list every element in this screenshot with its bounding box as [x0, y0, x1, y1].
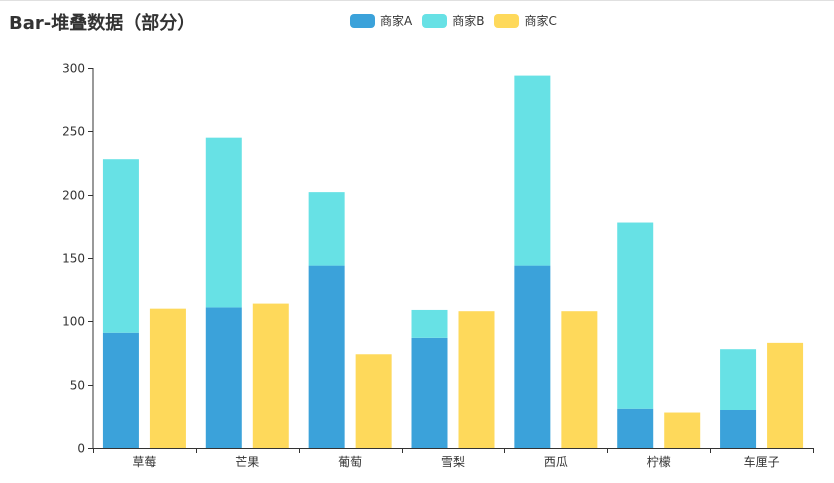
y-tick-label: 0 [77, 442, 85, 456]
bar-商家A-芒果[interactable] [205, 307, 242, 448]
legend-swatch-a [350, 13, 375, 28]
legend: 商家A 商家B 商家C [350, 12, 567, 29]
bar-商家B-车厘子[interactable] [720, 349, 757, 410]
bar-商家B-雪梨[interactable] [411, 309, 448, 338]
legend-swatch-b [422, 13, 448, 28]
bar-商家A-车厘子[interactable] [720, 410, 757, 448]
y-tick-label: 250 [62, 125, 85, 139]
bar-商家B-柠檬[interactable] [617, 222, 654, 409]
bar-商家A-草莓[interactable] [102, 332, 139, 448]
x-axis: 草莓 芒果 葡萄 雪梨 西瓜 柠檬 车厘子 [93, 448, 814, 469]
x-tick-label: 芒果 [235, 454, 259, 469]
y-axis: 0 50 100 150 200 250 300 [62, 62, 94, 456]
y-tick-label: 300 [62, 62, 85, 76]
bar-商家B-葡萄[interactable] [308, 192, 345, 266]
bar-商家A-西瓜[interactable] [514, 265, 551, 448]
x-tick-label: 草莓 [132, 455, 156, 469]
legend-label-c: 商家C [524, 14, 557, 28]
bar-商家B-西瓜[interactable] [514, 75, 551, 266]
y-tick-label: 200 [62, 189, 85, 203]
bar-商家A-柠檬[interactable] [617, 408, 654, 448]
chart-title: Bar-堆叠数据（部分） [9, 13, 196, 34]
x-tick-label: 车厘子 [744, 454, 780, 469]
bar-商家B-草莓[interactable] [102, 159, 139, 333]
x-tick-label: 西瓜 [544, 455, 568, 469]
legend-label-b: 商家B [452, 14, 485, 28]
bar-商家C-芒果[interactable] [252, 303, 289, 448]
bar-商家B-芒果[interactable] [205, 137, 242, 308]
bar-商家C-车厘子[interactable] [767, 342, 804, 448]
bar-商家C-草莓[interactable] [149, 308, 186, 448]
bar-商家C-西瓜[interactable] [561, 311, 598, 448]
bar-商家C-雪梨[interactable] [458, 311, 495, 448]
bar-商家A-葡萄[interactable] [308, 265, 345, 448]
bar-商家A-雪梨[interactable] [411, 337, 448, 448]
y-tick-label: 150 [62, 252, 85, 266]
y-tick-label: 50 [70, 379, 85, 393]
x-tick-label: 雪梨 [441, 455, 465, 469]
x-tick-label: 葡萄 [338, 455, 362, 469]
top-border [0, 0, 834, 1]
legend-item-b[interactable]: 商家B [422, 12, 484, 29]
bars [102, 75, 804, 448]
legend-item-a[interactable]: 商家A [350, 12, 412, 29]
bar-商家C-葡萄[interactable] [355, 354, 392, 448]
legend-swatch-c [494, 13, 520, 28]
legend-label-a: 商家A [380, 14, 413, 28]
bar-商家C-柠檬[interactable] [664, 412, 701, 448]
x-tick-label: 柠檬 [647, 454, 671, 469]
legend-item-c[interactable]: 商家C [494, 12, 557, 29]
y-tick-label: 100 [62, 315, 85, 329]
